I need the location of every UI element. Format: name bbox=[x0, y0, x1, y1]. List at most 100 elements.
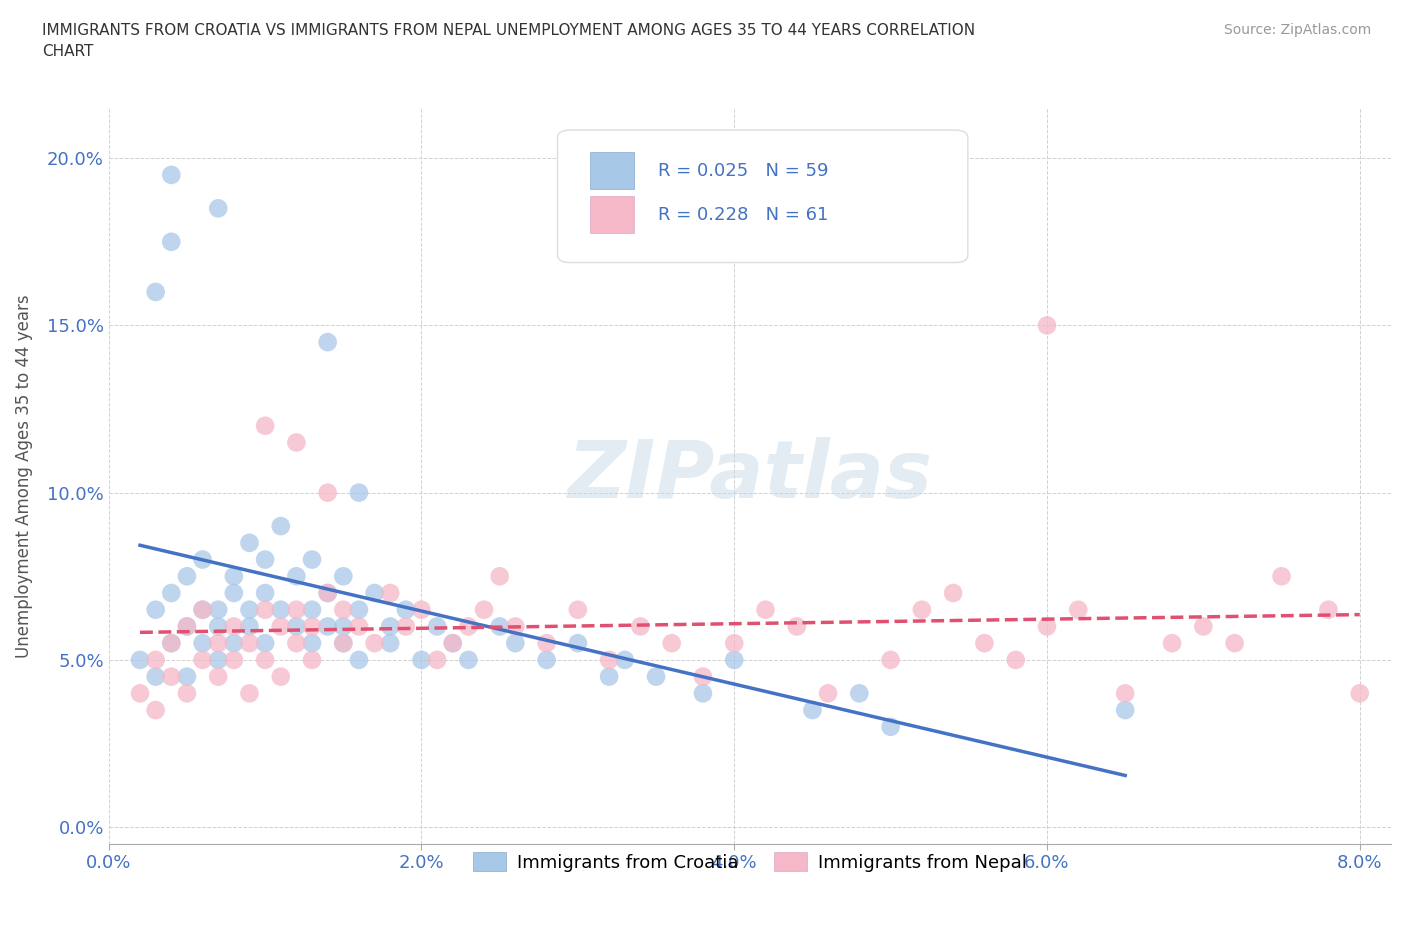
Point bbox=[285, 636, 308, 651]
Point bbox=[723, 636, 745, 651]
Point bbox=[441, 636, 464, 651]
Point bbox=[301, 603, 323, 618]
Point bbox=[598, 670, 620, 684]
Point bbox=[254, 552, 277, 567]
Point bbox=[316, 335, 339, 350]
Point bbox=[457, 619, 479, 634]
Point bbox=[598, 653, 620, 668]
Point bbox=[191, 603, 214, 618]
Point bbox=[332, 569, 354, 584]
Point bbox=[176, 686, 198, 701]
Point bbox=[285, 435, 308, 450]
Point bbox=[254, 418, 277, 433]
Point bbox=[911, 603, 934, 618]
Point bbox=[254, 586, 277, 601]
Point bbox=[1067, 603, 1090, 618]
Point bbox=[411, 653, 433, 668]
Point bbox=[222, 619, 245, 634]
Point bbox=[238, 686, 260, 701]
Point bbox=[160, 234, 183, 249]
Text: Source: ZipAtlas.com: Source: ZipAtlas.com bbox=[1223, 23, 1371, 37]
Point bbox=[505, 636, 527, 651]
Point bbox=[160, 670, 183, 684]
Point bbox=[254, 636, 277, 651]
Point bbox=[395, 619, 418, 634]
Point bbox=[145, 670, 167, 684]
Point bbox=[488, 569, 510, 584]
Point bbox=[160, 586, 183, 601]
Point bbox=[160, 636, 183, 651]
Point bbox=[801, 703, 824, 718]
Point bbox=[270, 619, 292, 634]
Point bbox=[145, 653, 167, 668]
Point bbox=[879, 719, 901, 734]
Point bbox=[222, 636, 245, 651]
Point bbox=[1192, 619, 1215, 634]
Point bbox=[270, 670, 292, 684]
Point bbox=[692, 670, 714, 684]
Point bbox=[270, 519, 292, 534]
Point bbox=[207, 619, 229, 634]
Legend: Immigrants from Croatia, Immigrants from Nepal: Immigrants from Croatia, Immigrants from… bbox=[465, 845, 1033, 879]
Point bbox=[316, 586, 339, 601]
Point bbox=[301, 653, 323, 668]
Point bbox=[347, 619, 370, 634]
Point bbox=[786, 619, 808, 634]
Point bbox=[145, 603, 167, 618]
Point bbox=[285, 603, 308, 618]
Point bbox=[973, 636, 995, 651]
Point bbox=[441, 636, 464, 651]
Point bbox=[380, 586, 402, 601]
Point bbox=[457, 653, 479, 668]
Point bbox=[207, 636, 229, 651]
Point bbox=[536, 653, 558, 668]
Point bbox=[1114, 703, 1136, 718]
Text: R = 0.228   N = 61: R = 0.228 N = 61 bbox=[658, 206, 828, 224]
Point bbox=[332, 603, 354, 618]
Point bbox=[270, 603, 292, 618]
Point bbox=[363, 636, 385, 651]
Point bbox=[536, 636, 558, 651]
Point bbox=[238, 536, 260, 551]
Point bbox=[817, 686, 839, 701]
Point bbox=[176, 569, 198, 584]
Point bbox=[723, 653, 745, 668]
Point bbox=[628, 619, 651, 634]
Point bbox=[191, 603, 214, 618]
Point bbox=[176, 619, 198, 634]
FancyBboxPatch shape bbox=[589, 153, 634, 189]
Point bbox=[488, 619, 510, 634]
Point bbox=[754, 603, 776, 618]
Point bbox=[301, 552, 323, 567]
Point bbox=[285, 569, 308, 584]
Point bbox=[879, 653, 901, 668]
Point bbox=[129, 653, 152, 668]
Point bbox=[1004, 653, 1026, 668]
Point bbox=[347, 653, 370, 668]
Point bbox=[316, 619, 339, 634]
Point bbox=[363, 586, 385, 601]
Point bbox=[145, 703, 167, 718]
Text: R = 0.025   N = 59: R = 0.025 N = 59 bbox=[658, 162, 828, 179]
Point bbox=[942, 586, 965, 601]
Point bbox=[567, 636, 589, 651]
Point bbox=[645, 670, 668, 684]
Point bbox=[222, 569, 245, 584]
Point bbox=[380, 636, 402, 651]
Point bbox=[191, 636, 214, 651]
Point bbox=[613, 653, 636, 668]
Point bbox=[332, 636, 354, 651]
Point bbox=[426, 653, 449, 668]
Point bbox=[222, 653, 245, 668]
Point bbox=[222, 586, 245, 601]
FancyBboxPatch shape bbox=[558, 130, 967, 262]
Point bbox=[285, 619, 308, 634]
Point bbox=[692, 686, 714, 701]
Point bbox=[160, 636, 183, 651]
Point bbox=[145, 285, 167, 299]
Point bbox=[395, 603, 418, 618]
Point bbox=[207, 603, 229, 618]
Point bbox=[176, 619, 198, 634]
Point bbox=[316, 485, 339, 500]
Point bbox=[301, 619, 323, 634]
